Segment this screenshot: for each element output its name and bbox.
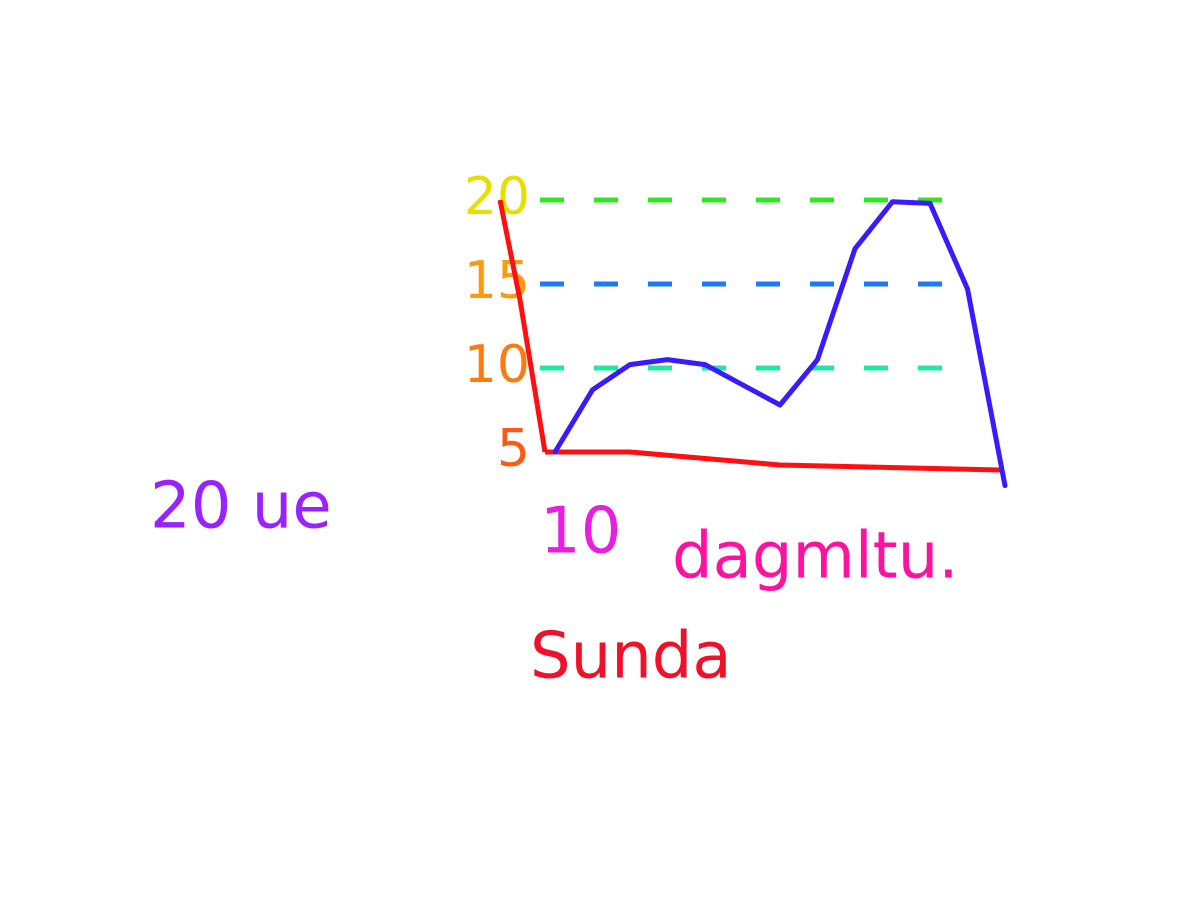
annotation: 20 ue <box>150 470 332 544</box>
annotation: dagmltu. <box>672 520 959 594</box>
y-tick-label: 20 <box>464 167 530 227</box>
annotation: Sunda <box>530 620 732 694</box>
x-axis <box>545 449 1001 473</box>
y-tick-label: 5 <box>497 419 530 479</box>
y-tick-label: 10 <box>464 335 530 395</box>
annotation: 10 <box>540 495 621 569</box>
y-axis <box>497 199 548 453</box>
line-series <box>552 199 1008 489</box>
